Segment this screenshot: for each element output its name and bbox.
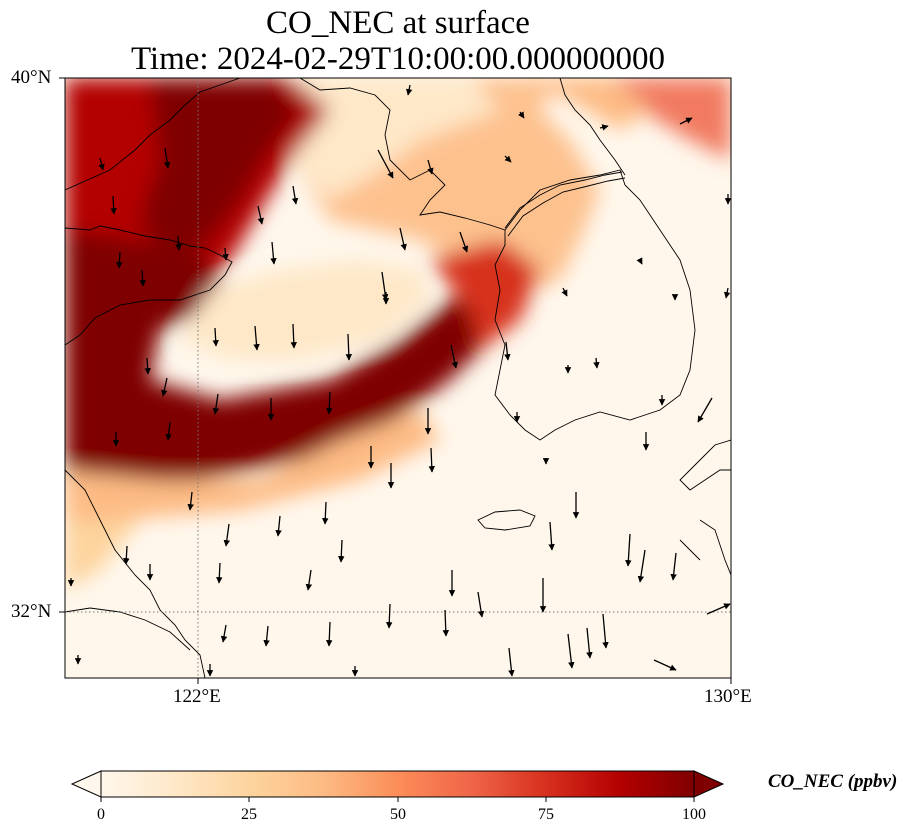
wind-arrow xyxy=(459,231,469,253)
jeju-island xyxy=(477,509,536,531)
wind-arrow xyxy=(508,647,515,677)
wind-arrow xyxy=(567,633,575,669)
wind-arrow xyxy=(212,393,220,415)
wind-arrow xyxy=(223,523,231,547)
japan-coast xyxy=(679,439,731,491)
wind-arrow xyxy=(212,327,219,347)
map-subtitle: Time: 2024-02-29T10:00:00.000000000 xyxy=(130,41,666,77)
colorbar-tick-100: 100 xyxy=(682,806,706,823)
wind-arrow xyxy=(325,621,333,647)
wind-arrow xyxy=(706,603,731,615)
wind-arrow xyxy=(381,271,389,301)
lat-tick-32: 32°N xyxy=(11,601,52,622)
wind-arrow xyxy=(216,562,223,584)
wind-arrow xyxy=(697,397,713,423)
wind-arrow xyxy=(593,357,600,369)
wind-arrow xyxy=(427,159,434,175)
wind-arrow xyxy=(518,111,525,119)
map-frame xyxy=(64,77,732,679)
wind-arrow xyxy=(504,155,512,163)
wind-arrow xyxy=(220,624,228,643)
concentration-field xyxy=(65,78,731,678)
wind-arrow xyxy=(290,323,298,349)
colorbar-tick-75: 75 xyxy=(538,806,554,823)
wind-arrow xyxy=(338,539,345,563)
wind-arrow xyxy=(679,117,693,125)
liaodong-coastline xyxy=(299,78,506,231)
korea-border-parallel xyxy=(507,177,626,237)
jiangsu-coastline xyxy=(65,469,206,678)
colorbar-tick-50: 50 xyxy=(390,806,406,823)
colorbar-gradient xyxy=(100,770,695,798)
wind-arrow xyxy=(670,552,677,581)
wind-arrow xyxy=(636,257,643,265)
wind-arrow xyxy=(599,124,609,131)
gridlines xyxy=(65,78,731,678)
wind-arrow xyxy=(139,269,146,287)
wind-arrow xyxy=(377,149,394,179)
wind-arrow xyxy=(399,227,407,251)
wind-arrow xyxy=(270,241,277,265)
wind-arrow xyxy=(116,251,123,269)
bohai-coastline xyxy=(65,78,241,191)
wind-arrow xyxy=(442,609,450,637)
colorbar-tick-0: 0 xyxy=(97,806,105,823)
wind-arrow xyxy=(123,545,130,565)
korea-coastline xyxy=(494,169,696,441)
wind-arrow xyxy=(625,533,632,567)
lat-tick-40: 40°N xyxy=(11,67,52,88)
wind-arrow xyxy=(222,247,229,261)
wind-arrow xyxy=(161,377,168,397)
wind-arrow xyxy=(405,84,413,96)
colorbar-tick-25: 25 xyxy=(241,806,257,823)
wind-arrow xyxy=(291,185,299,205)
korea-border xyxy=(504,171,623,229)
wind-arrow xyxy=(548,521,555,551)
wind-arrow xyxy=(187,491,194,511)
kyushu-islands xyxy=(679,519,731,576)
wind-arrow xyxy=(653,659,677,671)
colorbar-min-extend xyxy=(70,770,102,798)
wind-arrow xyxy=(110,195,117,215)
lon-tick-130: 130°E xyxy=(704,686,752,707)
wind-arrow xyxy=(257,205,264,225)
wind-arrow xyxy=(305,569,313,591)
wind-arrow xyxy=(175,235,182,251)
wind-arrow xyxy=(345,333,353,361)
wind-arrow xyxy=(253,325,260,351)
wind-arrow xyxy=(98,157,105,171)
colorbar xyxy=(70,770,725,802)
axis-ticks xyxy=(59,77,732,684)
colorbar-max-extend xyxy=(693,770,725,798)
wind-arrow xyxy=(144,357,151,375)
north-korea-east-coast xyxy=(559,78,626,176)
wind-arrow xyxy=(165,421,172,441)
colorbar-label: CO_NEC (ppbv) xyxy=(768,771,898,792)
wind-arrow xyxy=(326,391,333,415)
coastlines xyxy=(65,78,731,678)
wind-arrow xyxy=(450,344,458,369)
map-title: CO_NEC at surface xyxy=(266,5,530,41)
wind-arrow xyxy=(385,603,393,629)
wind-arrow xyxy=(263,625,270,647)
lon-tick-122: 122°E xyxy=(173,686,221,707)
wind-arrow xyxy=(275,515,282,537)
wind-arrow xyxy=(322,501,329,525)
wind-arrow xyxy=(586,627,593,659)
wind-arrow xyxy=(477,591,485,618)
wind-arrow xyxy=(637,549,646,583)
wind-arrow xyxy=(504,341,511,361)
wind-arrow xyxy=(163,147,171,169)
wind-arrow xyxy=(428,447,436,473)
yangtze-mouth xyxy=(65,607,191,651)
wind-arrow xyxy=(723,287,731,299)
wind-vectors xyxy=(67,84,731,677)
plume-shading xyxy=(65,78,731,590)
wind-arrow xyxy=(561,287,568,297)
wind-arrow xyxy=(602,613,609,649)
